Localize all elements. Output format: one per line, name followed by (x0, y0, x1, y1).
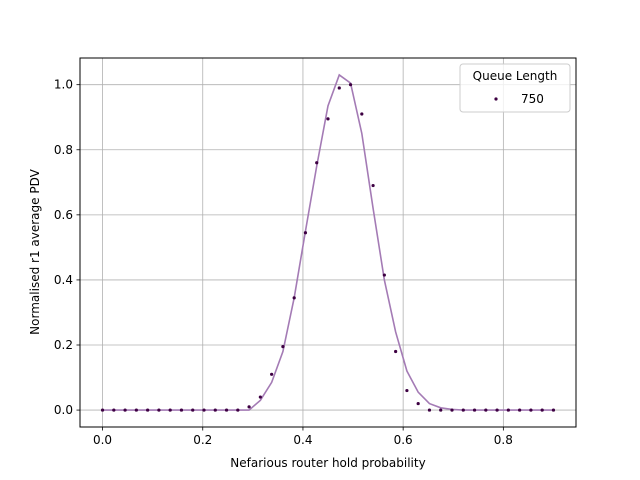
data-point-750 (281, 345, 285, 349)
series-line-fit (102, 73, 554, 411)
data-point-750 (258, 395, 262, 399)
data-point-750 (236, 408, 240, 412)
data-point-750 (134, 408, 138, 412)
y-tick-label: 0.8 (54, 143, 73, 157)
data-point-750 (472, 408, 477, 412)
legend: Queue Length 750 (459, 63, 571, 113)
data-point-750 (123, 408, 127, 412)
plot-frame (79, 57, 577, 428)
data-point-750 (360, 112, 364, 116)
data-point-750 (394, 349, 398, 354)
x-tick-label: 0.6 (394, 433, 413, 447)
data-point-750 (461, 408, 465, 412)
data-point-750 (484, 408, 488, 412)
legend-box (459, 63, 571, 113)
data-point-750 (427, 408, 432, 412)
data-point-750 (100, 408, 105, 412)
data-point-750 (382, 273, 386, 277)
data-point-750 (157, 408, 161, 412)
data-point-750 (213, 408, 217, 412)
data-point-750 (416, 401, 420, 406)
data-point-750 (439, 408, 443, 412)
legend-title: Queue Length (473, 69, 558, 83)
data-point-750 (348, 83, 353, 87)
legend-marker-750 (494, 97, 498, 101)
data-point-750 (450, 408, 454, 412)
x-axis-label: Nefarious router hold probability (230, 456, 425, 470)
y-tick-label: 0.6 (54, 208, 73, 222)
y-tick-label: 0.0 (54, 403, 73, 417)
data-point-750 (506, 408, 510, 412)
x-tick-label: 0.8 (494, 433, 513, 447)
data-point-750 (337, 86, 341, 90)
data-point-750 (292, 296, 296, 300)
data-point-750 (146, 408, 150, 412)
data-point-750 (371, 183, 375, 188)
legend-label-750: 750 (521, 92, 544, 106)
data-point-750 (518, 408, 522, 412)
y-tick-label: 0.4 (54, 273, 73, 287)
x-tick-label: 0.4 (293, 433, 312, 447)
data-point-750 (405, 388, 409, 393)
x-tick-label: 0.0 (93, 433, 112, 447)
data-point-750 (179, 408, 184, 412)
data-point-750 (551, 408, 556, 412)
data-point-750 (224, 408, 229, 412)
y-tick-label: 0.2 (54, 338, 73, 352)
data-point-750 (315, 161, 319, 165)
series-layer (100, 73, 556, 412)
data-point-750 (202, 408, 206, 412)
data-point-750 (112, 408, 116, 412)
data-point-750 (247, 405, 251, 409)
data-point-750 (326, 117, 330, 121)
data-point-750 (168, 408, 172, 412)
data-point-750 (303, 231, 308, 235)
data-point-750 (540, 408, 544, 412)
y-tick-label: 1.0 (54, 78, 73, 92)
data-point-750 (495, 408, 499, 412)
y-axis-label: Normalised r1 average PDV (28, 168, 42, 334)
ticks: 0.0 0.2 0.4 0.6 0.8 0.0 0.2 0.4 0.6 0.8 1.0 (54, 78, 513, 447)
data-point-750 (191, 408, 195, 412)
data-point-750 (270, 372, 274, 376)
x-tick-label: 0.2 (193, 433, 212, 447)
data-point-750 (529, 408, 533, 412)
